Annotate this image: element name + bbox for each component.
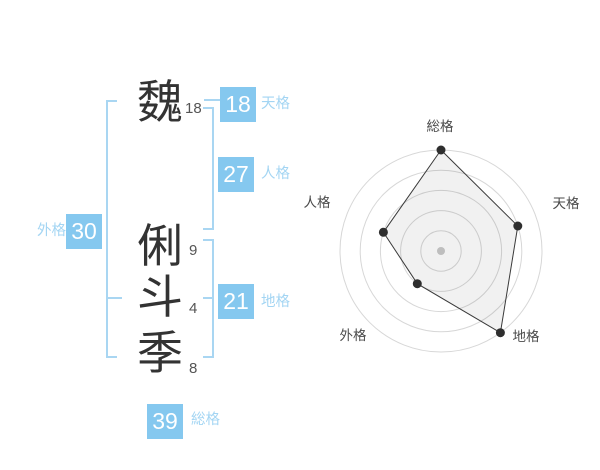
given-name-character: 俐 xyxy=(137,220,183,272)
gaikaku-value-badge: 30 xyxy=(66,214,102,249)
radar-data-point xyxy=(495,328,505,338)
given-name-character: 斗 xyxy=(137,271,183,323)
jinkaku-label: 人格 xyxy=(261,166,290,182)
radar-grid-ring xyxy=(420,230,462,272)
given-name-character: 季 xyxy=(137,327,183,379)
radar-axis-label: 人格 xyxy=(304,195,331,210)
radar-grid-ring xyxy=(359,169,523,333)
stroke-count: 9 xyxy=(189,242,198,259)
radar-data-polygon xyxy=(382,149,519,334)
surname-character: 魏 xyxy=(137,76,183,128)
gaikaku-label: 外格 xyxy=(37,223,66,239)
radar-data-point xyxy=(378,227,388,237)
radar-axis-label: 地格 xyxy=(513,329,541,344)
radar-data-point xyxy=(436,145,446,155)
tenkaku-value-badge: 18 xyxy=(220,87,256,122)
jinkaku-bracket xyxy=(203,107,214,230)
radar-grid-ring xyxy=(379,189,503,313)
radar-data-point xyxy=(513,221,523,231)
radar-axis-label: 天格 xyxy=(553,196,581,211)
radar-axis-label: 外格 xyxy=(340,328,367,343)
soukaku-label: 総格 xyxy=(191,412,220,428)
radar-data-point xyxy=(412,279,422,289)
gaikaku-bracket xyxy=(106,100,117,358)
radar-center-dot xyxy=(437,247,445,255)
radar-grid-ring xyxy=(400,210,482,292)
stroke-count: 8 xyxy=(189,360,198,377)
stroke-count: 18 xyxy=(185,100,202,117)
chikaku-label: 地格 xyxy=(261,294,290,310)
soukaku-value-badge: 39 xyxy=(147,404,183,439)
stroke-count: 4 xyxy=(189,300,198,317)
radar-axis-label: 総格 xyxy=(427,119,454,134)
chikaku-value-badge: 21 xyxy=(218,284,254,319)
tenkaku-label: 天格 xyxy=(261,96,290,112)
jinkaku-value-badge: 27 xyxy=(218,157,254,192)
